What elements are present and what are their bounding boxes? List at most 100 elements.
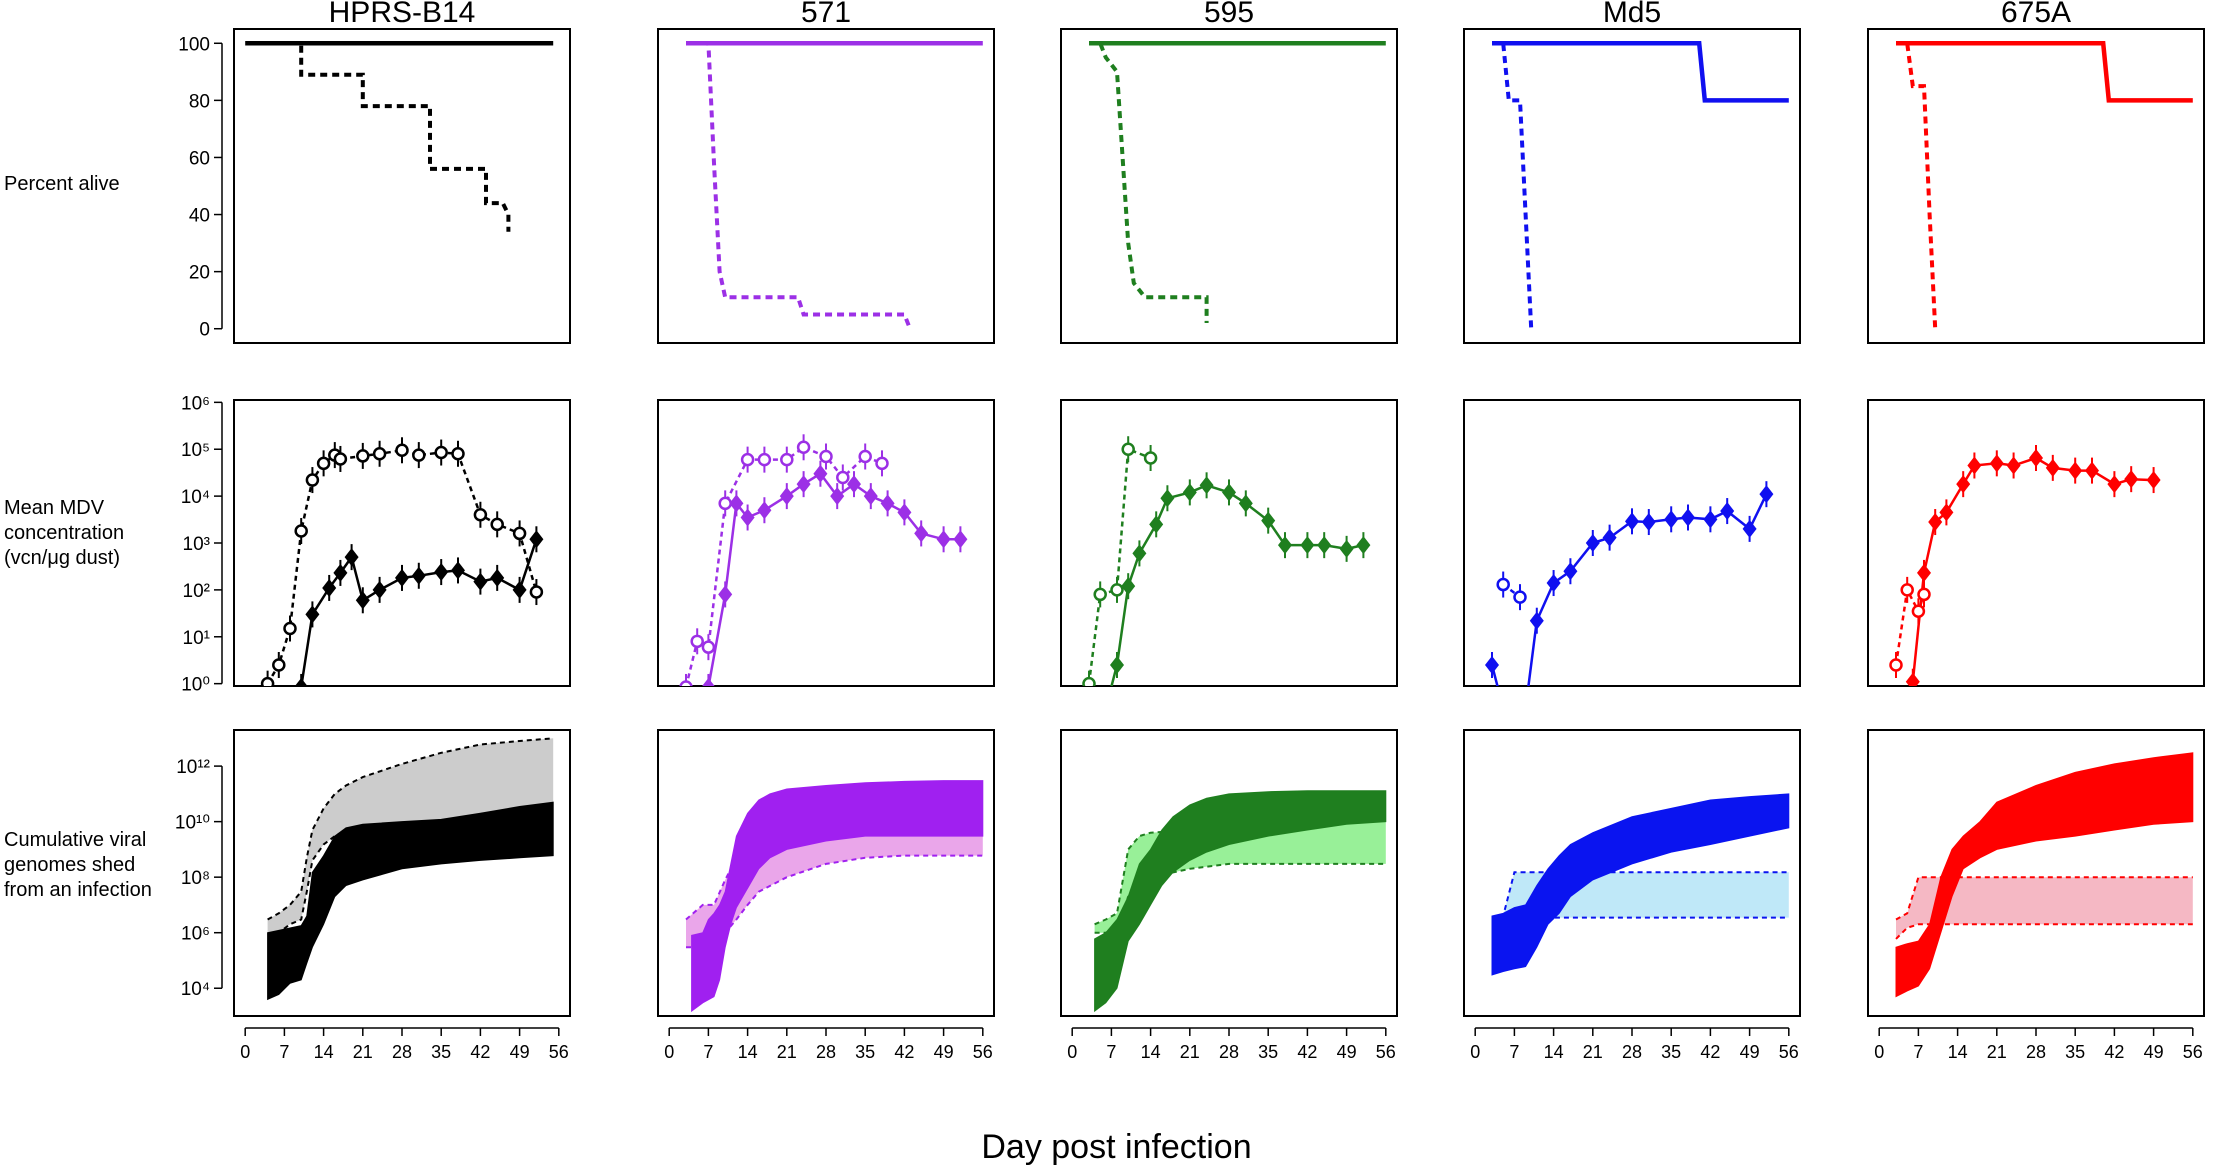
concentration-series-hprs-b14: [260, 437, 544, 686]
x-tick-label: 49: [1740, 1042, 1760, 1062]
x-tick-label: 21: [1180, 1042, 1200, 1062]
cumulative-series-md5: [1491, 793, 1790, 976]
panel-frame: [1463, 729, 1801, 1017]
concentration-point-vaccinated: [1956, 475, 1971, 494]
cumulative-upper-unvaccinated: [267, 737, 554, 921]
cumulative-series-595: [1094, 790, 1387, 1013]
concentration-point-vaccinated: [473, 572, 488, 591]
concentration-line-vaccinated: [1911, 456, 2154, 682]
y-tick-label: 10¹²: [176, 757, 210, 778]
concentration-point-vaccinated: [953, 530, 968, 549]
y-tick-label: 10⁰: [181, 675, 210, 696]
concentration-point-vaccinated: [395, 568, 409, 587]
concentration-point-vaccinated: [1132, 544, 1147, 563]
panel-frame: [1463, 399, 1801, 687]
panel-frame: [1060, 399, 1398, 687]
x-tick-label: 0: [1874, 1042, 1884, 1062]
panel-frame: [1867, 399, 2205, 687]
x-tick-label: 28: [1219, 1042, 1239, 1062]
concentration-point-vaccinated: [344, 548, 359, 567]
survival-series-675a: [1896, 41, 2193, 329]
cumulative-band-unvaccinated: [267, 738, 554, 936]
y-tick-label: 40: [189, 206, 210, 227]
column-title-675a: 675A: [2001, 0, 2071, 29]
x-tick-label: 28: [1622, 1042, 1642, 1062]
concentration-point-vaccinated: [740, 508, 755, 527]
concentration-series-md5: [1485, 481, 1774, 686]
x-tick-label: 56: [1376, 1042, 1396, 1062]
concentration-point-unvaccinated: [875, 456, 889, 471]
x-tick-label: 49: [1337, 1042, 1357, 1062]
concentration-point-vaccinated: [451, 561, 465, 580]
y-tick-label: 0: [199, 320, 210, 341]
survival-line-vaccinated: [1896, 41, 2193, 103]
concentration-point-unvaccinated: [757, 452, 772, 467]
concentration-point-vaccinated: [2085, 461, 2099, 480]
y-tick-label: 60: [189, 148, 210, 169]
concentration-point-vaccinated: [1099, 699, 1113, 717]
survival-series-md5: [1492, 41, 1789, 329]
concentration-point-unvaccinated: [412, 448, 426, 462]
concentration-point-vaccinated: [1759, 485, 1774, 504]
x-tick-label: 35: [855, 1042, 875, 1062]
x-tick-label: 7: [1106, 1042, 1116, 1062]
concentration-point-vaccinated: [1546, 574, 1561, 593]
concentration-point-vaccinated: [1641, 513, 1656, 532]
x-tick-label: 0: [664, 1042, 674, 1062]
concentration-point-vaccinated: [1110, 655, 1124, 674]
x-tick-label: 35: [2065, 1042, 2085, 1062]
panel-frame: [1867, 729, 2205, 1017]
concentration-point-unvaccinated: [701, 640, 716, 654]
concentration-point-vaccinated: [1703, 510, 1718, 529]
y-tick-label: 10³: [183, 534, 210, 555]
x-tick-label: 21: [353, 1042, 373, 1062]
cumulative-band-vaccinated: [1895, 752, 2194, 998]
concentration-series-675a: [1889, 445, 2161, 686]
cumulative-series-571: [685, 780, 984, 1013]
y-tick-label: 10⁶: [181, 393, 210, 414]
concentration-point-vaccinated: [2006, 456, 2021, 475]
concentration-point-vaccinated: [1121, 577, 1136, 596]
x-tick-label: 14: [314, 1042, 334, 1062]
y-tick-label: 10⁴: [181, 487, 210, 508]
survival-line-unvaccinated: [1089, 41, 1209, 323]
panel-frame: [233, 399, 571, 687]
concentration-point-vaccinated: [1742, 519, 1757, 538]
concentration-line-unvaccinated: [1894, 585, 1926, 666]
panel-frame: [1060, 729, 1398, 1017]
x-tick-label: 0: [240, 1042, 250, 1062]
x-tick-label: 28: [2026, 1042, 2046, 1062]
x-tick-label: 28: [392, 1042, 412, 1062]
x-tick-label: 42: [1700, 1042, 1720, 1062]
x-tick-label: 7: [279, 1042, 289, 1062]
concentration-point-vaccinated: [434, 563, 449, 582]
row-label-survival: Percent alive: [4, 173, 120, 195]
cumulative-band-vaccinated: [1094, 790, 1387, 1013]
concentration-point-vaccinated: [411, 566, 426, 585]
concentration-point-vaccinated: [718, 585, 733, 604]
concentration-point-unvaccinated: [372, 447, 387, 461]
concentration-point-vaccinated: [490, 568, 505, 587]
y-tick-label: 10¹: [183, 628, 210, 649]
x-tick-label: 21: [1583, 1042, 1603, 1062]
y-tick-label: 10¹⁰: [175, 813, 210, 834]
cumulative-band-vaccinated: [691, 780, 984, 1013]
x-tick-label: 21: [1987, 1042, 2007, 1062]
concentration-point-vaccinated: [1720, 502, 1735, 521]
concentration-point-vaccinated: [729, 494, 744, 513]
concentration-point-vaccinated: [1485, 655, 1499, 674]
concentration-point-vaccinated: [2045, 458, 2060, 477]
concentration-point-vaccinated: [1625, 512, 1639, 531]
survival-line-unvaccinated: [1896, 41, 1938, 329]
x-tick-label: 42: [894, 1042, 914, 1062]
concentration-point-vaccinated: [294, 677, 308, 686]
concentration-point-unvaccinated: [529, 585, 544, 599]
concentration-point-unvaccinated: [260, 676, 275, 686]
concentration-point-vaccinated: [796, 475, 811, 494]
concentration-line-unvaccinated: [266, 449, 538, 685]
cumulative-lower-unvaccinated: [267, 816, 554, 937]
concentration-point-vaccinated: [1317, 536, 1332, 555]
concentration-line-vaccinated: [300, 538, 538, 686]
concentration-point-unvaccinated: [434, 445, 448, 460]
